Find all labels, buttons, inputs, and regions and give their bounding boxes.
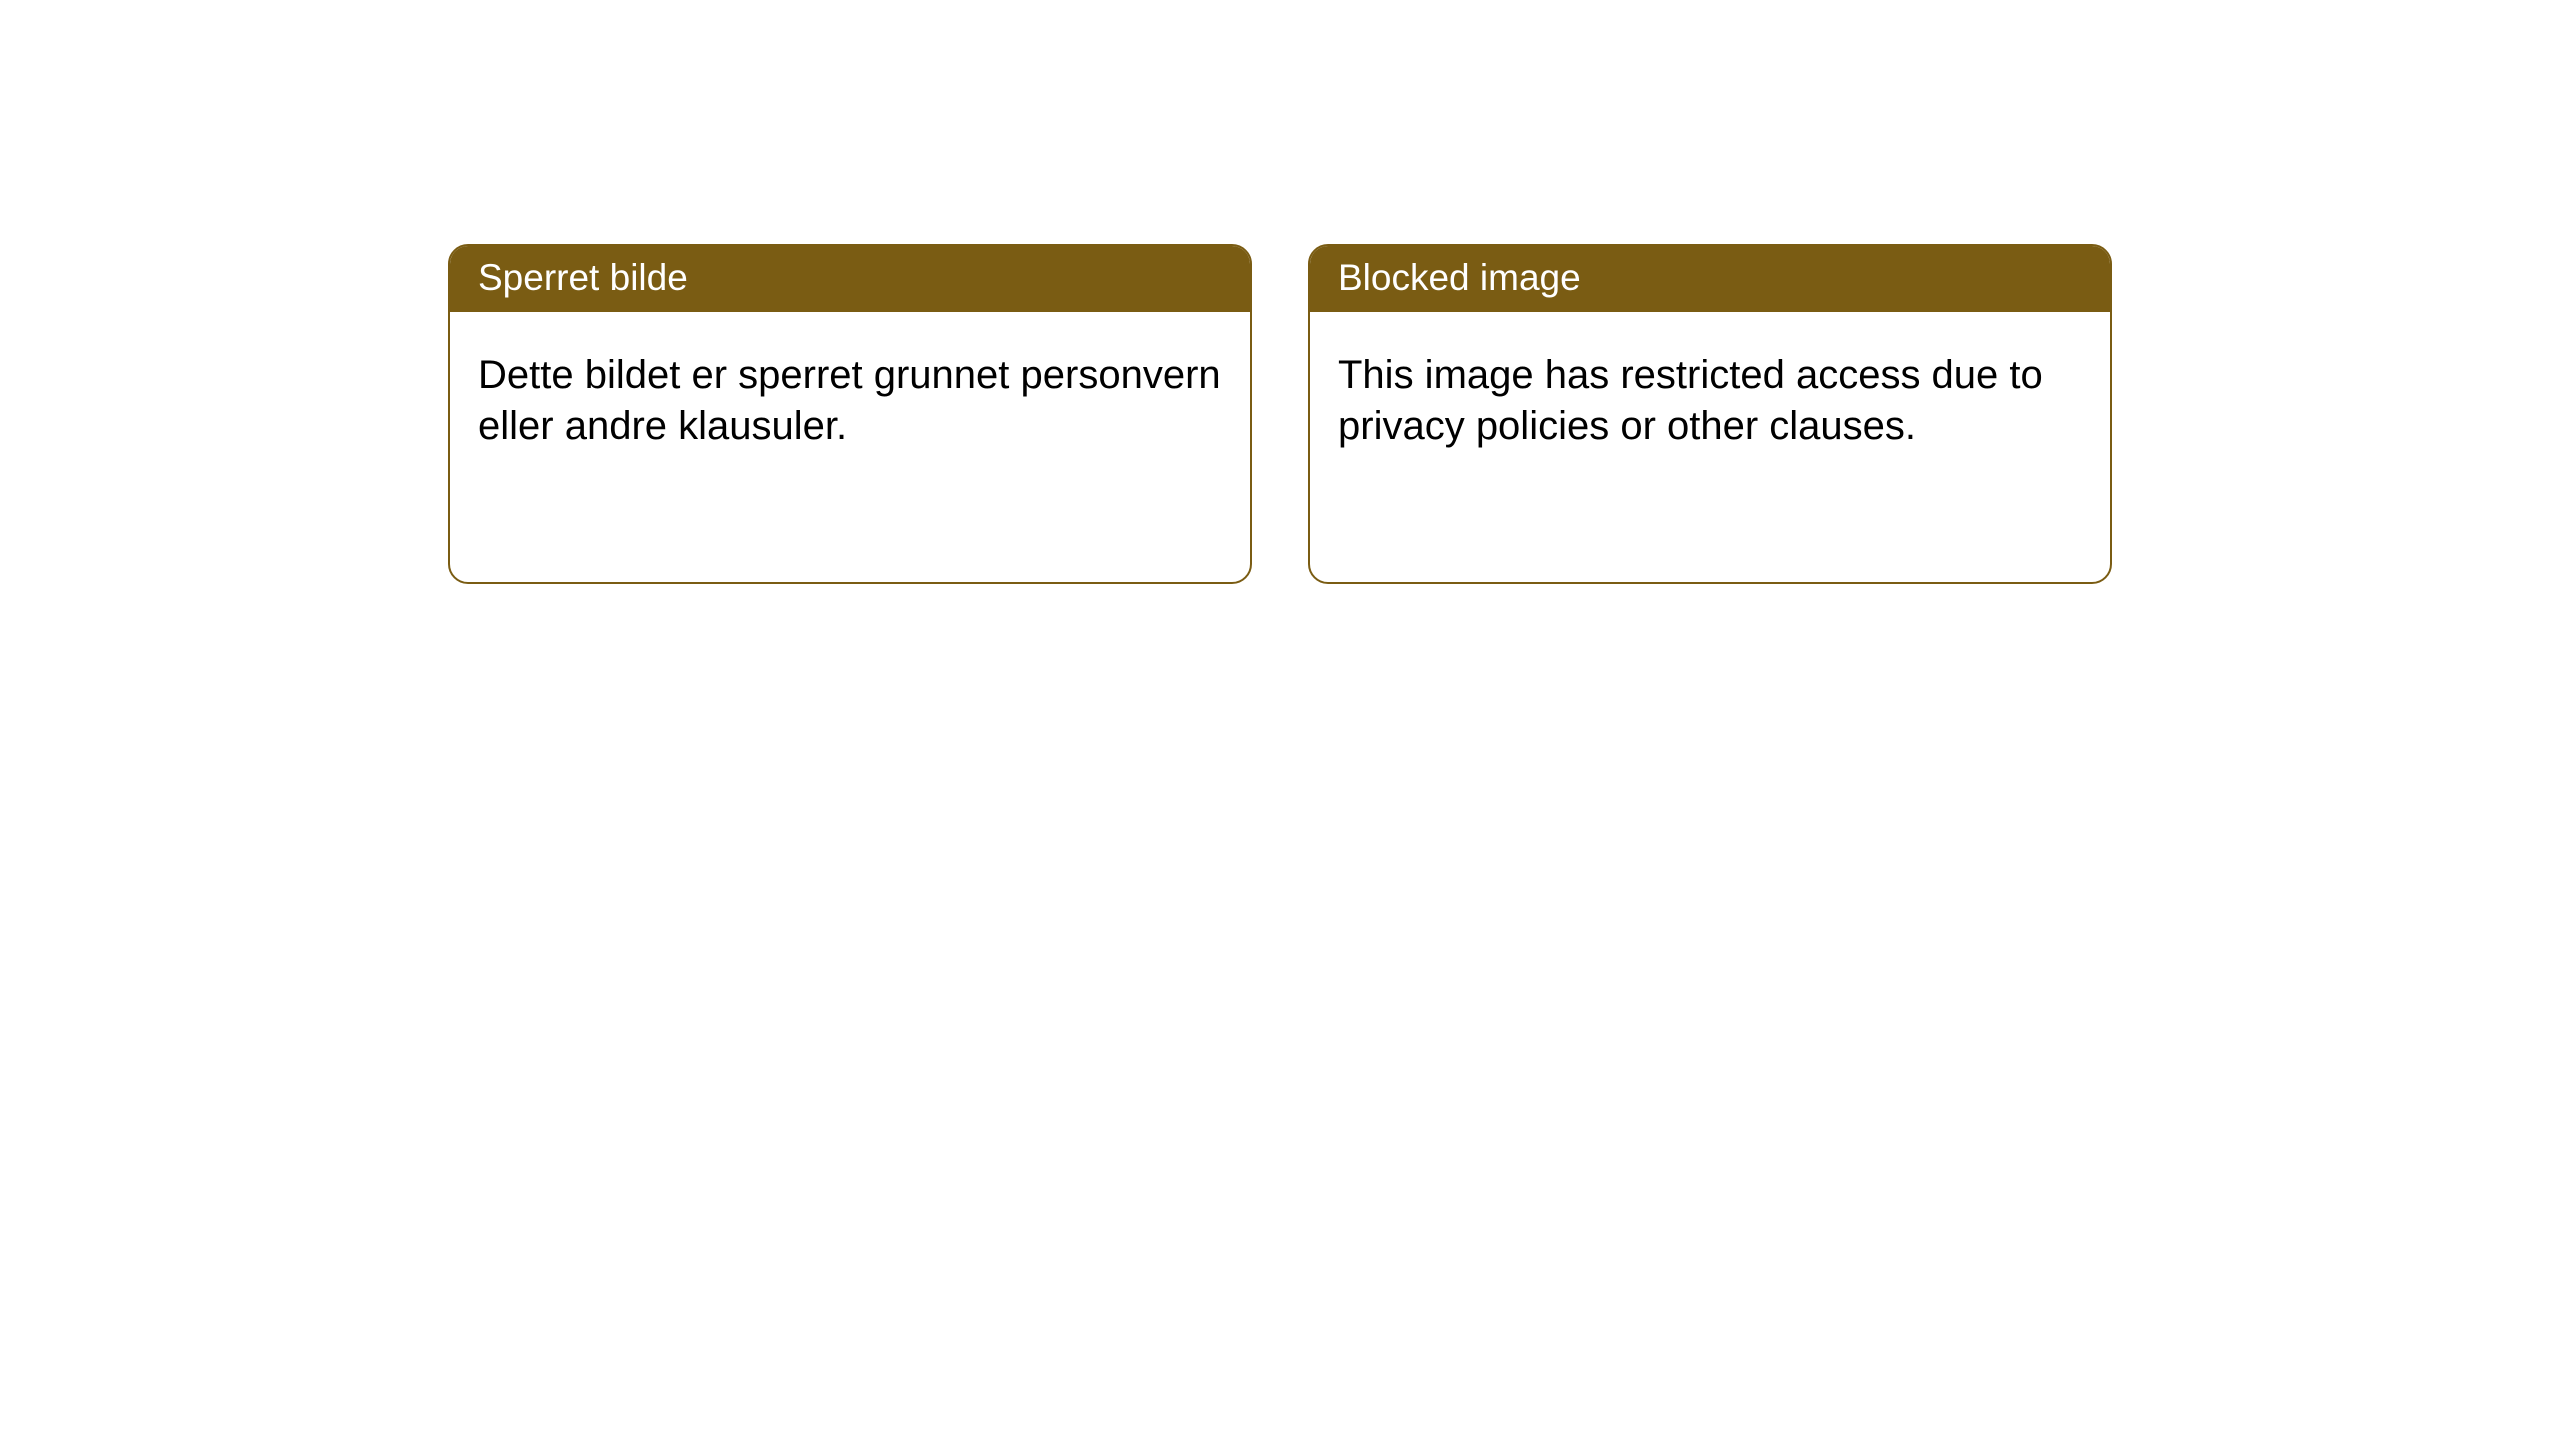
notice-title: Sperret bilde [450, 246, 1250, 312]
notices-container: Sperret bilde Dette bildet er sperret gr… [0, 0, 2560, 584]
notice-text: This image has restricted access due to … [1338, 350, 2082, 452]
notice-body: Dette bildet er sperret grunnet personve… [450, 312, 1250, 582]
notice-text: Dette bildet er sperret grunnet personve… [478, 350, 1222, 452]
notice-body: This image has restricted access due to … [1310, 312, 2110, 582]
notice-card-english: Blocked image This image has restricted … [1308, 244, 2112, 584]
notice-title: Blocked image [1310, 246, 2110, 312]
notice-card-norwegian: Sperret bilde Dette bildet er sperret gr… [448, 244, 1252, 584]
